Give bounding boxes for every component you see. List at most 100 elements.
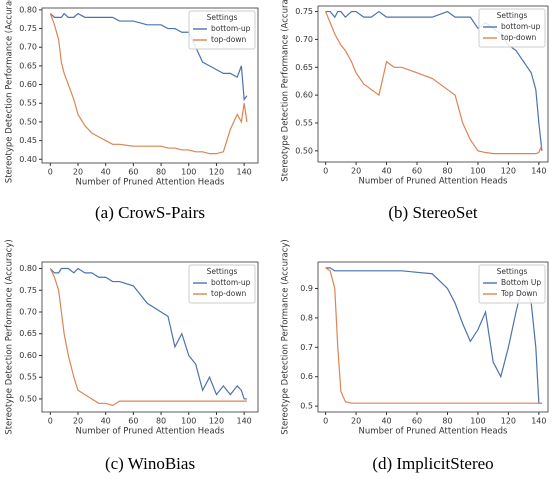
y-tick-label: 0.70 bbox=[19, 43, 37, 52]
x-tick-label: 20 bbox=[351, 417, 361, 426]
x-tick-label: 0 bbox=[323, 167, 328, 176]
x-tick-label: 140 bbox=[237, 417, 252, 426]
x-tick-label: 60 bbox=[128, 417, 138, 426]
series-line bbox=[49, 12, 248, 102]
y-axis-label: Stereotype Detection Performance (Accura… bbox=[281, 0, 291, 182]
x-tick-label: 100 bbox=[470, 167, 485, 176]
chart-panel: 0.5 0.6 0.7 0.8 0.9 0 20 40 60 80 100 120 140 Number … bbox=[281, 239, 549, 473]
caption: (d) ImplicitStereo bbox=[372, 454, 493, 473]
y-tick-label: 0.50 bbox=[19, 394, 37, 403]
series-line bbox=[325, 267, 542, 404]
y-tick-label: 0.75 bbox=[295, 7, 313, 16]
legend: Settings bottom-up top-down bbox=[478, 8, 546, 48]
legend-title: Settings bbox=[497, 267, 528, 276]
x-tick-label: 0 bbox=[323, 417, 328, 426]
plot-frame bbox=[41, 261, 259, 413]
legend-label: bottom-up bbox=[501, 22, 541, 31]
y-tick-label: 0.40 bbox=[19, 155, 37, 164]
x-tick-label: 0 bbox=[48, 168, 53, 177]
caption: (b) StereoSet bbox=[388, 203, 478, 222]
y-tick-label: 0.65 bbox=[295, 63, 313, 72]
x-tick-label: 40 bbox=[381, 167, 391, 176]
x-tick-label: 120 bbox=[501, 167, 516, 176]
y-tick-label: 0.45 bbox=[19, 136, 37, 145]
y-axis-label: Stereotype Detection Performance (Accura… bbox=[5, 0, 15, 183]
x-axis-label: Number of Pruned Attention Heads bbox=[76, 427, 225, 437]
y-tick-label: 0.75 bbox=[19, 24, 37, 33]
legend: Settings Bottom Up Top Down bbox=[478, 264, 546, 304]
y-tick-label: 0.7 bbox=[300, 343, 313, 352]
plot-frame bbox=[317, 261, 549, 413]
legend-title: Settings bbox=[207, 13, 238, 22]
legend-label: top-down bbox=[211, 35, 246, 44]
x-tick-label: 80 bbox=[156, 417, 166, 426]
series-line bbox=[49, 267, 247, 400]
y-tick-label: 0.75 bbox=[19, 286, 37, 295]
plot-frame bbox=[41, 7, 259, 164]
chart-panel: 0.50 0.55 0.60 0.65 0.70 0.75 0 20 40 60 80 100 120 1… bbox=[281, 0, 549, 222]
x-axis-label: Number of Pruned Attention Heads bbox=[359, 427, 508, 437]
plot-frame bbox=[317, 5, 549, 163]
chart-panel: 0.50 0.55 0.60 0.65 0.70 0.75 0.80 0 20 40 60 80 100… bbox=[5, 239, 259, 473]
x-tick-label: 20 bbox=[73, 417, 83, 426]
y-tick-label: 0.55 bbox=[19, 99, 37, 108]
y-tick-label: 0.50 bbox=[295, 146, 313, 155]
legend-label: bottom-up bbox=[211, 24, 251, 33]
x-axis-label: Number of Pruned Attention Heads bbox=[76, 178, 225, 188]
y-tick-label: 0.55 bbox=[19, 373, 37, 382]
legend-label: bottom-up bbox=[211, 278, 251, 287]
x-tick-label: 40 bbox=[381, 417, 391, 426]
legend: Settings bottom-up top-down bbox=[188, 264, 256, 304]
x-tick-label: 40 bbox=[101, 168, 111, 177]
series-line bbox=[325, 10, 543, 151]
x-tick-label: 120 bbox=[209, 168, 224, 177]
x-tick-label: 80 bbox=[442, 167, 452, 176]
legend: Settings bottom-up top-down bbox=[188, 10, 256, 50]
x-tick-label: 20 bbox=[351, 167, 361, 176]
y-tick-label: 0.65 bbox=[19, 329, 37, 338]
x-tick-label: 140 bbox=[531, 167, 546, 176]
y-tick-label: 0.60 bbox=[295, 91, 313, 100]
y-tick-label: 0.80 bbox=[19, 264, 37, 273]
x-tick-label: 80 bbox=[156, 168, 166, 177]
y-tick-label: 0.65 bbox=[19, 61, 37, 70]
series-line bbox=[49, 268, 247, 407]
x-tick-label: 40 bbox=[101, 417, 111, 426]
x-tick-label: 140 bbox=[237, 168, 252, 177]
y-tick-label: 0.50 bbox=[19, 117, 37, 126]
y-tick-label: 0.9 bbox=[300, 284, 313, 293]
series-line bbox=[49, 13, 248, 155]
y-tick-label: 0.70 bbox=[19, 308, 37, 317]
x-tick-label: 100 bbox=[470, 417, 485, 426]
y-tick-label: 0.55 bbox=[295, 119, 313, 128]
x-tick-label: 60 bbox=[128, 168, 138, 177]
y-tick-label: 0.8 bbox=[300, 313, 313, 322]
legend-label: Bottom Up bbox=[501, 278, 541, 287]
y-tick-label: 0.60 bbox=[19, 80, 37, 89]
y-axis-label: Stereotype Detection Performance (Accura… bbox=[5, 239, 15, 434]
x-tick-label: 140 bbox=[531, 417, 546, 426]
legend-label: top-down bbox=[211, 289, 246, 298]
x-tick-label: 20 bbox=[73, 168, 83, 177]
chart-panel: 0.40 0.45 0.50 0.55 0.60 0.65 0.70 0.75 0.80 0 20 4… bbox=[5, 0, 259, 222]
legend-title: Settings bbox=[207, 267, 238, 276]
x-tick-label: 60 bbox=[412, 167, 422, 176]
x-axis-label: Number of Pruned Attention Heads bbox=[359, 177, 508, 187]
y-axis-label: Stereotype Detection Performance (Accura… bbox=[281, 239, 291, 434]
x-tick-label: 0 bbox=[48, 417, 53, 426]
caption: (a) CrowS-Pairs bbox=[95, 203, 205, 222]
legend-label: top-down bbox=[501, 33, 536, 42]
y-tick-label: 0.60 bbox=[19, 351, 37, 360]
caption: (c) WinoBias bbox=[105, 454, 195, 473]
x-tick-label: 100 bbox=[181, 168, 196, 177]
x-tick-label: 80 bbox=[442, 417, 452, 426]
series-line bbox=[325, 267, 542, 404]
x-tick-label: 100 bbox=[181, 417, 196, 426]
y-tick-label: 0.70 bbox=[295, 35, 313, 44]
x-tick-label: 120 bbox=[501, 417, 516, 426]
x-tick-label: 120 bbox=[209, 417, 224, 426]
legend-label: Top Down bbox=[500, 289, 538, 298]
y-tick-label: 0.80 bbox=[19, 5, 37, 14]
legend-title: Settings bbox=[497, 11, 528, 20]
